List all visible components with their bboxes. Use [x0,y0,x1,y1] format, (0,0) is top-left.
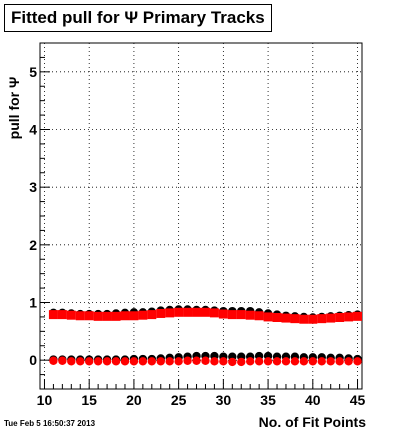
data-point [272,357,282,366]
y-axis-title: pull for Ψ [6,77,22,140]
data-point [201,356,210,365]
data-point [326,357,335,366]
data-point [290,314,300,324]
x-tick-label: 40 [305,392,321,408]
data-point [237,357,246,367]
data-point [93,357,103,366]
data-point [200,307,210,317]
data-point [272,312,282,322]
data-point [308,357,318,366]
data-point [165,308,175,318]
data-point [183,356,192,365]
data-point [67,357,76,366]
data-point [48,310,58,320]
data-point [111,311,121,321]
data-point [76,357,85,366]
plot-frame [39,42,363,390]
y-tick-label: 4 [29,122,37,138]
data-point [66,310,76,320]
data-point [129,357,139,366]
data-point [335,357,344,366]
y-tick-label: 0 [29,352,37,368]
x-tick-label: 35 [260,392,276,408]
data-point [281,313,291,323]
series-1 [48,307,363,324]
data-point [156,308,166,318]
y-tick-label: 2 [29,237,37,253]
data-point [57,310,67,320]
data-point [58,356,67,365]
data-point [102,357,112,366]
x-tick-label: 20 [126,392,142,408]
x-tick-label: 30 [216,392,232,408]
data-point [210,357,219,366]
data-point [192,307,202,317]
data-point [111,357,121,366]
data-point [183,307,193,317]
data-point [299,314,309,324]
data-point [317,314,327,324]
data-point [120,311,130,321]
x-tick-label: 45 [350,392,366,408]
data-point [174,357,183,366]
data-point [218,309,228,319]
series-3 [49,356,362,367]
data-point [263,312,273,322]
data-point [174,307,184,317]
data-point [93,311,103,321]
data-point [165,357,174,366]
data-point [209,308,219,318]
data-point [219,357,228,366]
data-point [335,312,345,322]
x-tick-label: 25 [171,392,187,408]
data-point [353,311,363,321]
data-point [317,357,326,366]
data-point [245,310,255,320]
data-point [228,357,237,367]
data-point [254,311,264,321]
data-point [84,311,94,321]
y-tick-label: 5 [29,64,37,80]
y-tick-label: 3 [29,179,37,195]
chart-title: Fitted pull for Ψ Primary Tracks [4,4,272,32]
data-point [156,357,165,366]
data-point [147,310,157,320]
data-point [236,310,246,320]
data-point [290,357,300,366]
data-point [147,357,157,366]
data-point [49,356,58,365]
data-point [120,357,130,366]
x-tick-label: 15 [81,392,97,408]
data-point [308,314,318,324]
data-point [281,357,291,366]
data-point [326,313,336,323]
data-point [299,357,309,366]
x-tick-label: 10 [37,392,53,408]
x-axis-title: No. of Fit Points [259,414,367,430]
data-point [227,310,237,320]
data-point [344,312,354,322]
data-point [102,311,112,321]
data-point [138,357,148,366]
data-point [138,310,148,320]
y-tick-label: 1 [29,295,37,311]
data-point [353,357,362,366]
data-point [84,357,94,366]
data-point [254,357,264,366]
data-point [245,357,255,366]
data-point [75,311,85,321]
data-point [192,356,201,365]
data-point [263,357,273,366]
data-point [129,311,139,321]
data-point [344,357,353,366]
timestamp: Tue Feb 5 16:50:37 2013 [4,419,96,428]
